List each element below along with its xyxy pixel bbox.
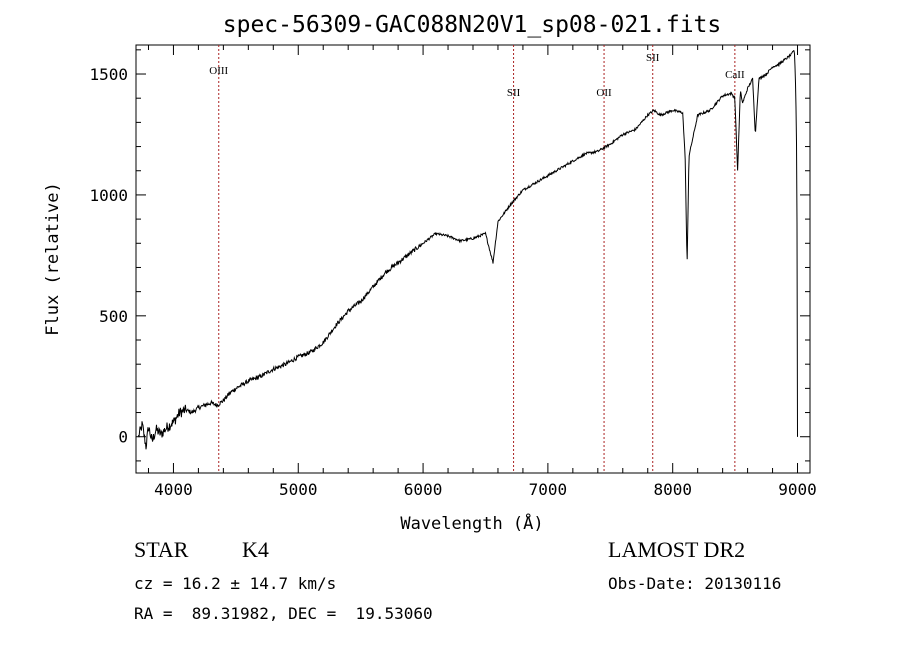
y-tick-label: 1000	[89, 186, 128, 205]
x-tick-label: 7000	[529, 480, 568, 499]
redshift-value: cz = 16.2 ± 14.7 km/s	[134, 574, 337, 593]
coordinates: RA = 89.31982, DEC = 19.53060	[134, 604, 433, 623]
object-class: STAR	[134, 537, 189, 562]
chart-title: spec-56309-GAC088N20V1_sp08-021.fits	[223, 12, 722, 38]
line-marker-label: OII	[596, 87, 612, 99]
x-tick-label: 6000	[404, 480, 443, 499]
x-tick-label: 8000	[653, 480, 692, 499]
y-axis-ticks: 0 500 1000 1500	[89, 49, 810, 462]
plot-frame	[135, 44, 811, 474]
x-axis-label: Wavelength (Å)	[400, 512, 543, 534]
x-tick-label: 9000	[778, 480, 817, 499]
x-tick-label: 5000	[279, 480, 318, 499]
x-axis-ticks: 4000 5000 6000 7000 8000 9000	[147, 45, 817, 499]
spectrum-line	[138, 50, 798, 450]
y-axis-label: Flux (relative)	[43, 182, 63, 336]
object-subclass: K4	[242, 537, 269, 562]
survey-name: LAMOST DR2	[608, 537, 746, 562]
line-marker-label: SII	[507, 87, 521, 99]
observation-date: Obs-Date: 20130116	[608, 574, 782, 593]
line-marker-label: CaII	[725, 69, 745, 81]
spectral-line-markers: OIII SII OII SII CaII	[209, 45, 745, 473]
x-tick-label: 4000	[154, 480, 193, 499]
y-tick-label: 0	[118, 428, 128, 447]
line-marker-label: SII	[646, 52, 660, 64]
line-marker-label: OIII	[209, 65, 228, 77]
y-tick-label: 500	[99, 307, 128, 326]
y-tick-label: 1500	[89, 65, 128, 84]
